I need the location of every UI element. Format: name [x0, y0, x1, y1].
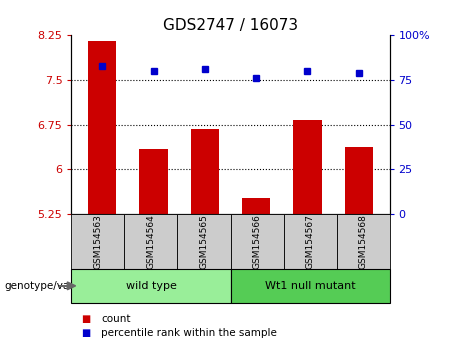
Bar — [191, 129, 219, 214]
Text: ■: ■ — [81, 314, 90, 324]
Bar — [139, 149, 168, 214]
Text: wild type: wild type — [125, 281, 177, 291]
Text: percentile rank within the sample: percentile rank within the sample — [101, 328, 278, 338]
Text: GSM154567: GSM154567 — [306, 214, 314, 269]
Text: ■: ■ — [81, 328, 90, 338]
Text: Wt1 null mutant: Wt1 null mutant — [265, 281, 355, 291]
Text: GSM154564: GSM154564 — [147, 214, 155, 269]
Text: genotype/variation: genotype/variation — [5, 281, 104, 291]
Text: count: count — [101, 314, 131, 324]
Text: GSM154565: GSM154565 — [200, 214, 208, 269]
Bar — [242, 198, 270, 214]
Text: GSM154563: GSM154563 — [94, 214, 102, 269]
Bar — [88, 41, 116, 214]
Text: GSM154568: GSM154568 — [359, 214, 367, 269]
Bar — [293, 120, 322, 214]
Bar — [345, 147, 373, 214]
Text: GSM154566: GSM154566 — [253, 214, 261, 269]
Title: GDS2747 / 16073: GDS2747 / 16073 — [163, 18, 298, 33]
